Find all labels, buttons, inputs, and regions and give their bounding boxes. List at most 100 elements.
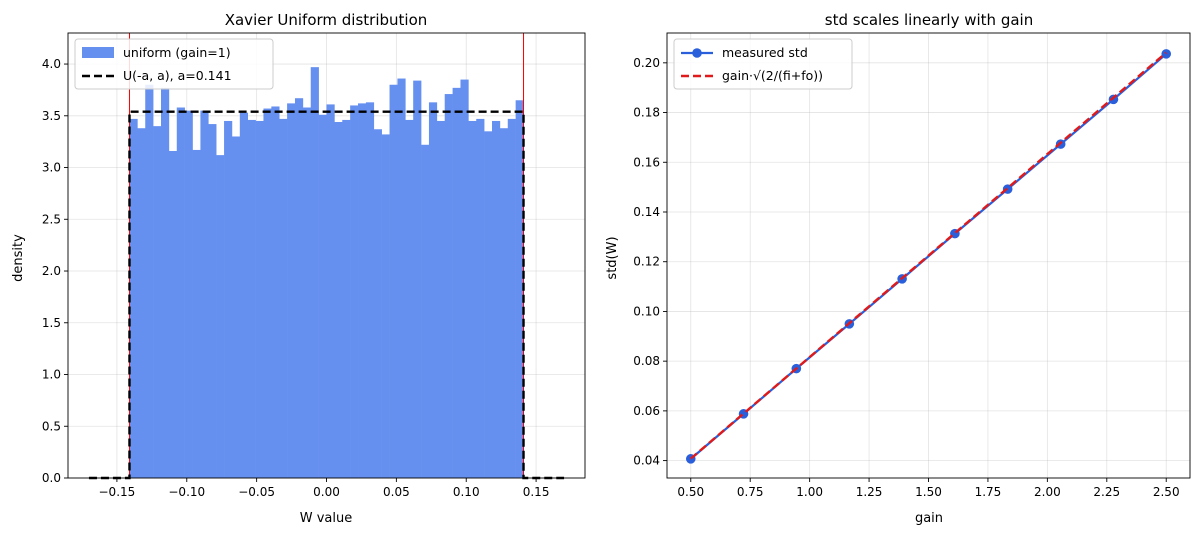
histogram-ytick-label: 2.5 xyxy=(42,212,61,226)
histogram-bar xyxy=(326,104,335,478)
histogram-bar xyxy=(153,126,162,479)
std-gain-legend: measured std gain·√(2/(fi+fo)) xyxy=(673,38,853,90)
histogram-bar xyxy=(373,129,382,478)
histogram-bar xyxy=(184,110,193,479)
histogram-bar xyxy=(334,122,343,478)
histogram-bar xyxy=(413,80,422,479)
histogram-bar xyxy=(397,78,406,478)
histogram-ytick-label: 1.5 xyxy=(42,316,61,330)
histogram-bar xyxy=(405,119,414,478)
std-gain-title: std scales linearly with gain xyxy=(825,11,1033,29)
std-gain-ytick-label: 0.12 xyxy=(633,255,660,269)
std-gain-xtick-label: 2.25 xyxy=(1093,485,1120,499)
std-gain-ytick-label: 0.04 xyxy=(633,454,660,468)
std-gain-ytick-label: 0.06 xyxy=(633,404,660,418)
histogram-ytick-label: 3.5 xyxy=(42,109,61,123)
std-gain-ytick-label: 0.20 xyxy=(633,56,660,70)
histogram-bar xyxy=(255,120,264,478)
histogram-ytick-label: 4.0 xyxy=(42,57,61,71)
histogram-bar xyxy=(389,84,398,478)
histogram-panel: Xavier Uniform distribution −0.15 −0.10 −0… xyxy=(11,11,586,526)
histogram-bar xyxy=(129,118,138,478)
legend-label-theoretical: gain·√(2/(fi+fo)) xyxy=(722,68,823,83)
std-gain-xlabel: gain xyxy=(915,511,943,526)
std-gain-lines xyxy=(685,49,1172,464)
histogram-bar xyxy=(192,149,201,478)
std-gain-xtick-label: 1.25 xyxy=(856,485,883,499)
histogram-xtick-label: −0.15 xyxy=(99,485,136,499)
histogram-bar xyxy=(208,124,217,479)
histogram-bar xyxy=(224,120,233,478)
legend-label-pdf: U(-a, a), a=0.141 xyxy=(123,68,232,83)
histogram-bar xyxy=(231,136,241,478)
histogram-bar xyxy=(476,118,485,478)
histogram-bar xyxy=(318,114,327,479)
histogram-xtick-label: 0.00 xyxy=(313,485,340,499)
histogram-bar xyxy=(507,118,516,478)
std-gain-panel: std scales linearly with gain 0.50 0.75 1.… xyxy=(605,11,1191,526)
std-gain-xtick-label: 0.75 xyxy=(737,485,764,499)
histogram-bar xyxy=(287,103,296,478)
std-gain-xtick-label: 1.75 xyxy=(975,485,1002,499)
histogram-bar xyxy=(271,106,280,478)
theoretical-std-line xyxy=(689,51,1168,460)
histogram-xtick-label: 0.15 xyxy=(523,485,550,499)
histogram-bar xyxy=(491,120,501,478)
std-gain-ytick-label: 0.16 xyxy=(633,155,660,169)
histogram-ylabel: density xyxy=(11,234,26,282)
histogram-bar xyxy=(428,102,438,478)
histogram-bar xyxy=(444,94,453,478)
histogram-xtick-label: −0.05 xyxy=(238,485,275,499)
std-gain-xtick-label: 1.00 xyxy=(796,485,823,499)
histogram-lines xyxy=(88,33,565,480)
histogram-bar xyxy=(168,150,178,478)
histogram-bar xyxy=(468,120,477,478)
histogram-bar xyxy=(421,144,430,478)
histogram-ytick-label: 2.0 xyxy=(42,264,61,278)
uniform-pdf-line xyxy=(88,110,565,480)
histogram-ticks: −0.15 −0.10 −0.05 0.00 0.05 0.10 0.15 0.0 0.5 1.0… xyxy=(42,57,550,499)
std-gain-xtick-label: 0.50 xyxy=(677,485,704,499)
legend-marker-measured xyxy=(692,48,702,58)
legend-swatch-histogram xyxy=(82,47,114,58)
histogram-title: Xavier Uniform distribution xyxy=(225,11,428,29)
histogram-bar xyxy=(350,105,359,478)
histogram-bar xyxy=(310,67,319,479)
histogram-ytick-label: 0.0 xyxy=(42,471,61,485)
histogram-bar xyxy=(145,84,154,478)
histogram-ytick-label: 0.5 xyxy=(42,419,61,433)
histogram-bar xyxy=(279,118,288,478)
histogram-xtick-label: 0.10 xyxy=(453,485,480,499)
std-gain-legend-box xyxy=(673,38,853,90)
std-gain-xtick-label: 1.50 xyxy=(915,485,942,499)
histogram-bar xyxy=(176,107,185,478)
std-gain-xtick-label: 2.00 xyxy=(1034,485,1061,499)
histogram-bar xyxy=(239,112,248,479)
histogram-bar xyxy=(452,87,461,478)
histogram-bar xyxy=(263,108,272,478)
std-gain-ytick-label: 0.14 xyxy=(633,205,660,219)
std-gain-ytick-label: 0.18 xyxy=(633,106,660,120)
histogram-bar xyxy=(365,102,375,478)
histogram-bar xyxy=(460,79,469,479)
histogram-bar xyxy=(137,128,146,479)
histogram-bar xyxy=(294,98,304,478)
histogram-legend-box xyxy=(74,38,274,90)
histogram-xtick-label: −0.10 xyxy=(168,485,205,499)
std-gain-ytick-label: 0.08 xyxy=(633,354,660,368)
histogram-xlabel: W value xyxy=(300,511,353,526)
std-gain-ytick-label: 0.10 xyxy=(633,304,660,318)
std-gain-xtick-label: 2.50 xyxy=(1153,485,1180,499)
histogram-bar xyxy=(358,103,367,478)
histogram-bars xyxy=(129,67,524,479)
histogram-bar xyxy=(302,107,312,478)
histogram-xtick-label: 0.05 xyxy=(383,485,410,499)
histogram-ytick-label: 3.0 xyxy=(42,161,61,175)
histogram-legend: uniform (gain=1) U(-a, a), a=0.141 xyxy=(74,38,274,90)
histogram-bar xyxy=(161,87,170,478)
std-gain-ylabel: std(W) xyxy=(605,236,620,279)
histogram-bar xyxy=(200,110,209,479)
histogram-ytick-label: 1.0 xyxy=(42,368,61,382)
histogram-bar xyxy=(484,131,493,478)
